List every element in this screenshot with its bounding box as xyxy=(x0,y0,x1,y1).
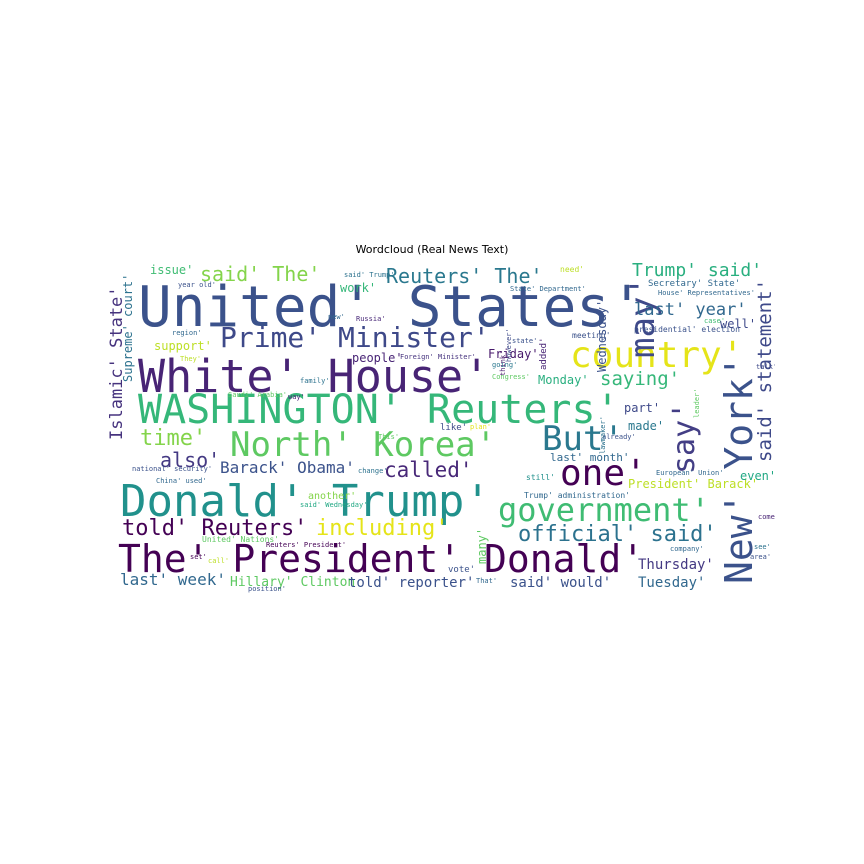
word: change' xyxy=(358,467,388,475)
word: That' xyxy=(476,577,498,585)
word: Monday' xyxy=(538,373,589,387)
word: national' security' xyxy=(132,465,213,473)
word: case' xyxy=(704,317,726,325)
word: told' reporter' xyxy=(348,575,475,591)
word: issue' xyxy=(150,263,194,277)
word: China' used' xyxy=(156,477,207,485)
word: Prime' Minister' xyxy=(220,321,490,354)
word: presidential' election xyxy=(634,325,740,334)
word: Reuters' The' xyxy=(386,264,543,288)
word: support' xyxy=(154,339,212,353)
word: still' xyxy=(526,473,555,482)
word: see' xyxy=(754,543,771,551)
word: said' Wednesday' xyxy=(300,501,368,509)
word: area' xyxy=(750,553,772,561)
word: talk' xyxy=(756,363,775,371)
word: need' xyxy=(560,265,585,274)
word: also' xyxy=(160,448,221,472)
word: Supreme' court' xyxy=(121,273,135,382)
word: North' Korea' xyxy=(230,425,497,465)
word: saying' xyxy=(600,368,681,390)
word: Donald' Trump' xyxy=(120,476,491,527)
word: position' xyxy=(248,585,286,593)
word: United' States' xyxy=(138,275,644,340)
word: country' xyxy=(570,335,744,376)
word: added' xyxy=(539,337,549,370)
word: plan' xyxy=(470,423,492,431)
word: said' would' xyxy=(510,575,612,591)
word: however' xyxy=(505,328,513,362)
word: said' The' xyxy=(200,262,321,286)
word: last' week' xyxy=(120,570,226,589)
word: Tuesday' xyxy=(638,575,706,591)
word: going' xyxy=(492,361,518,369)
word: Foreign' Minister' xyxy=(400,353,476,361)
word: Trump' said' xyxy=(632,262,763,281)
word: region' xyxy=(172,329,202,337)
word: well' xyxy=(720,317,757,331)
word: another' xyxy=(308,491,357,502)
word: said' Trump' xyxy=(344,271,395,279)
word: They' xyxy=(180,355,202,363)
word: last' year' xyxy=(634,300,747,320)
word: Russia' xyxy=(356,315,386,323)
word: leader' xyxy=(693,388,701,418)
word: Reuters' President' xyxy=(266,541,347,549)
word: last' month' xyxy=(550,451,630,464)
word: call' xyxy=(208,557,230,565)
chart-title: Wordcloud (Real News Text) xyxy=(355,243,509,256)
word: state' xyxy=(512,337,538,345)
word: Hillary' Clinton xyxy=(230,575,356,590)
word: WASHINGTON' Reuters' xyxy=(138,387,620,433)
word: European' Union' xyxy=(656,469,724,477)
word: set' xyxy=(190,553,207,561)
word: House' Representatives' xyxy=(658,289,755,297)
word: even' xyxy=(740,469,775,483)
word: Thursday' xyxy=(638,557,714,573)
word: Secretary' State' xyxy=(648,279,741,289)
word: work' xyxy=(340,281,377,295)
word: government' xyxy=(498,491,710,529)
word: This' xyxy=(378,433,400,441)
word: one' xyxy=(560,453,647,494)
word: part' xyxy=(624,401,661,415)
word: vote' xyxy=(448,565,476,575)
word: State' Department' xyxy=(510,285,586,293)
word: meeting' xyxy=(572,331,611,340)
word: way' xyxy=(288,393,305,401)
wordcloud: United' States' White' House' WASHINGTON… xyxy=(108,262,775,598)
word: told' Reuters' xyxy=(122,516,308,541)
word: Barack' Obama' xyxy=(220,458,355,477)
word: White' House' xyxy=(138,350,491,403)
word: official' said' xyxy=(518,522,717,547)
word: called' xyxy=(384,458,473,482)
word: like' xyxy=(440,423,468,433)
word: year old' xyxy=(178,281,216,289)
word: new' xyxy=(328,313,345,321)
word: family' xyxy=(300,377,330,385)
word: lawmaker' xyxy=(599,416,607,454)
word: come' xyxy=(758,513,775,521)
word: Saudi' Arabia' xyxy=(228,391,288,399)
word: But' xyxy=(542,419,624,459)
word: time' xyxy=(140,426,207,451)
word: The' President' Donald' xyxy=(118,537,645,581)
word: made' xyxy=(628,419,665,433)
word: many' xyxy=(475,527,489,564)
word: people' xyxy=(352,351,403,365)
word: already' xyxy=(602,433,636,441)
word: including' xyxy=(316,516,449,541)
word: company' xyxy=(670,545,704,553)
word: Trump' administration' xyxy=(524,491,630,500)
word: Friday' xyxy=(488,347,539,361)
word: Congress' xyxy=(492,373,530,381)
word: President' Barack' xyxy=(628,477,759,491)
word: United' Nations' xyxy=(202,535,280,544)
